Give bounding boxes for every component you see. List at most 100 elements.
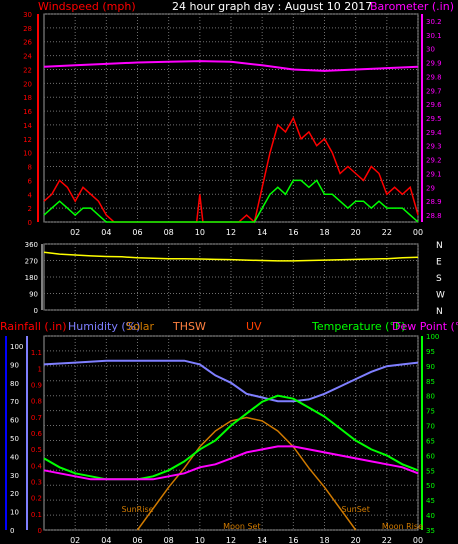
dew-point-line	[43, 445, 419, 481]
humidity-tick-label: 30	[10, 472, 19, 480]
x-tick-label: 12	[226, 228, 236, 237]
x-tick-label: 16	[288, 536, 298, 544]
y2-tick-label: 29.2	[426, 157, 442, 165]
humidity-tick-label: 0	[10, 527, 14, 535]
rain-tick-label: 0.3	[31, 479, 42, 487]
humidity-tick-label: 100	[10, 343, 23, 351]
y-tick-label: 20	[23, 80, 32, 88]
wind-direction-line	[43, 251, 419, 262]
y-tick-label: 360	[25, 241, 38, 249]
x-tick-label: 22	[382, 536, 392, 544]
x-tick-label: 16	[288, 228, 298, 237]
y-tick-label: 180	[25, 274, 38, 282]
y2-tick-label: 55	[426, 467, 435, 475]
x-tick-label: 06	[132, 228, 142, 237]
y2-tick-label: 29.6	[426, 101, 442, 109]
x-tick-label: 04	[101, 228, 111, 237]
y-tick-label: 30	[23, 11, 32, 19]
y2-tick-label: 35	[426, 527, 435, 535]
y-tick-label: 24	[23, 53, 32, 61]
y2-tick-label: 40	[426, 512, 435, 520]
moonrise-label: Moon Rise	[382, 522, 423, 531]
wind-direction-panel: 0 N 90 W 180 S 270 E 360 N	[25, 241, 445, 317]
sunrise-label: SunRise	[121, 505, 153, 514]
y2-tick-label: 30	[426, 46, 435, 54]
y-tick-label: 4	[28, 191, 33, 199]
x-tick-label: 02	[70, 536, 80, 544]
x-tick-label: 00	[413, 536, 423, 544]
wind-barometer-panel: 02468101214161820222426283028.828.92929.…	[23, 11, 442, 237]
y2-tick-label: 100	[426, 333, 439, 341]
y2-tick-label: 65	[426, 437, 435, 445]
humidity-tick-label: 10	[10, 509, 19, 517]
windspeed-axis-label: Windspeed (mph)	[38, 0, 136, 13]
y2-tick-label: 28.9	[426, 198, 442, 206]
temperature-humidity-panel: 3540455055606570758085909510001020304050…	[5, 333, 439, 544]
legend-temperature: Temperature (°F)	[311, 320, 406, 333]
y2-tick-label: 29.1	[426, 170, 442, 178]
y-tick-label: 90	[29, 291, 38, 299]
y-tick-label: 0	[34, 307, 38, 315]
y2-tick-label: 29.3	[426, 143, 442, 151]
y2-tick-label: 29.8	[426, 73, 442, 81]
rain-tick-label: 1.1	[31, 349, 42, 357]
y2-tick-label: 70	[426, 423, 435, 431]
rain-tick-label: 0.8	[31, 398, 42, 406]
x-tick-label: 14	[257, 228, 267, 237]
x-tick-label: 12	[226, 536, 236, 544]
y-tick-label: 26	[23, 39, 32, 47]
humidity-tick-label: 20	[10, 490, 19, 498]
x-tick-label: 10	[195, 536, 205, 544]
x-tick-label: 04	[101, 536, 111, 544]
legend-dew-point: Dew Point (°F)	[392, 320, 458, 333]
x-tick-label: 18	[319, 228, 329, 237]
compass-label: N	[436, 307, 443, 317]
y2-tick-label: 60	[426, 452, 435, 460]
barometer-line	[43, 60, 419, 72]
barometer-axis-label: Barometer (.in)	[370, 0, 454, 13]
y-tick-label: 28	[23, 25, 32, 33]
y-tick-label: 2	[28, 205, 32, 213]
x-tick-label: 22	[382, 228, 392, 237]
y2-tick-label: 85	[426, 378, 435, 386]
humidity-tick-label: 90	[10, 361, 19, 369]
y2-tick-label: 95	[426, 348, 435, 356]
rain-tick-label: 0.7	[31, 414, 42, 422]
y2-tick-label: 80	[426, 393, 435, 401]
x-tick-label: 20	[351, 228, 361, 237]
moonset-label: Moon Set	[223, 522, 260, 531]
legend-humidity: Humidity (%)	[68, 320, 140, 333]
y2-tick-label: 29.7	[426, 87, 442, 95]
x-tick-label: 20	[351, 536, 361, 544]
x-tick-label: 02	[70, 228, 80, 237]
x-tick-label: 08	[164, 228, 174, 237]
windspeed-line	[43, 116, 419, 224]
y2-tick-label: 28.8	[426, 212, 442, 220]
rain-tick-label: 0.1	[31, 511, 42, 519]
x-tick-label: 10	[195, 228, 205, 237]
bottom-legend: Rainfall (.in) Humidity (%) Solar THSW U…	[0, 320, 458, 333]
x-tick-label: 08	[164, 536, 174, 544]
compass-label: N	[436, 241, 443, 251]
humidity-tick-label: 40	[10, 453, 19, 461]
wind-gust-line	[43, 179, 419, 223]
x-tick-label: 14	[257, 536, 267, 544]
humidity-tick-label: 80	[10, 380, 19, 388]
y2-tick-label: 30.1	[426, 32, 442, 40]
y-tick-label: 14	[23, 122, 32, 130]
y2-tick-label: 29	[426, 184, 435, 192]
x-tick-label: 00	[413, 228, 423, 237]
y2-tick-label: 50	[426, 482, 435, 490]
graph-title: 24 hour graph day : August 10 2017	[172, 0, 372, 13]
humidity-tick-label: 50	[10, 435, 19, 443]
legend-uv: UV	[246, 320, 262, 333]
compass-label: E	[436, 258, 442, 268]
rain-tick-label: 0.2	[31, 495, 42, 503]
y-tick-label: 18	[23, 94, 32, 102]
y2-tick-label: 90	[426, 363, 435, 371]
y-tick-label: 12	[23, 136, 32, 144]
rain-tick-label: 0.4	[31, 462, 43, 470]
humidity-tick-label: 70	[10, 398, 19, 406]
